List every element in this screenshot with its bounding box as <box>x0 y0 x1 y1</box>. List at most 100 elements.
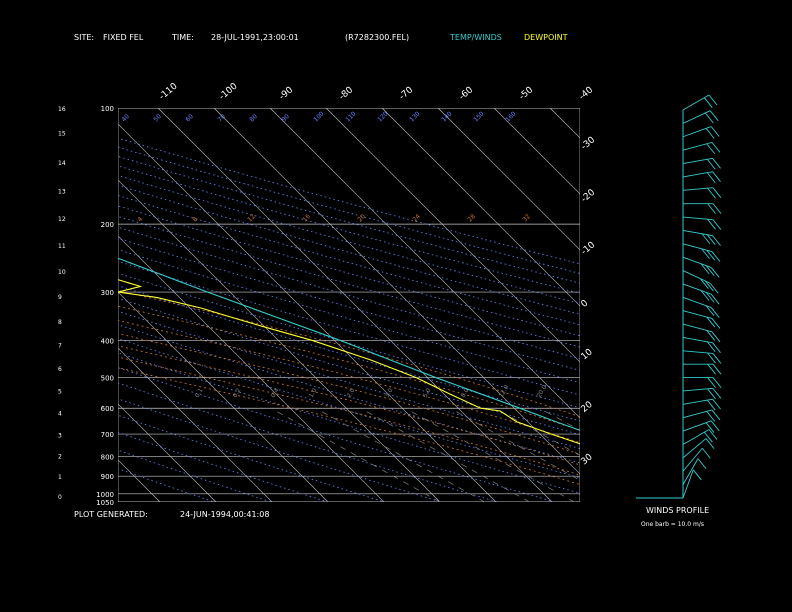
temperature-top-label: -110 <box>158 81 180 102</box>
isotherm <box>269 108 580 419</box>
wind-barb-flag <box>706 172 716 183</box>
wind-barb-flag <box>711 331 721 343</box>
isotherm <box>118 123 497 502</box>
pressure-label: 1000 <box>96 491 114 499</box>
wind-barb-flag <box>710 307 720 318</box>
temperature-top-label: -90 <box>278 85 296 102</box>
dry-adiabat <box>118 205 580 337</box>
dry-adiabat <box>118 310 580 449</box>
wind-barb-flag <box>712 377 722 388</box>
winds-profile-note: One barb = 10.0 m/s <box>641 521 704 528</box>
temperature-top-label: -50 <box>518 85 536 102</box>
wind-barb-flag <box>712 398 721 410</box>
dry-adiabat-label: 80 <box>248 113 258 123</box>
wind-barb-flag <box>711 409 721 421</box>
dry-adiabat-label: 160 <box>504 110 517 123</box>
moist-adiabat <box>118 333 580 455</box>
wind-barb-flag <box>712 171 721 182</box>
moist-adiabat-label: 12 <box>246 213 256 223</box>
height-label: 1 <box>58 474 62 481</box>
temperature-right-label: 0 <box>580 298 591 310</box>
wind-barb-flag <box>712 235 721 246</box>
dry-adiabat <box>118 165 580 294</box>
isotherm <box>493 108 580 195</box>
temperature-top-label: -70 <box>398 85 416 102</box>
wind-barb-flag <box>707 377 716 388</box>
wind-barb-flag <box>706 399 716 411</box>
temperature-right-label: 10 <box>580 347 595 362</box>
dry-adiabat-label: 70 <box>216 113 226 123</box>
mixing-ratio-label: 8.0 <box>460 387 471 399</box>
wind-barb-flag <box>712 219 722 230</box>
wind-barb-flag <box>706 316 716 328</box>
dry-adiabat <box>118 215 580 348</box>
mixing-ratio-label: 0.4 <box>270 387 281 399</box>
wind-barb-flag <box>705 265 715 276</box>
wind-barb <box>682 447 703 472</box>
wind-barb-flag <box>711 318 721 329</box>
wind-barb-flag <box>709 282 719 294</box>
mixing-ratio-label: 0.1 <box>194 387 205 399</box>
wind-barb-flag <box>712 363 722 375</box>
pressure-label: 500 <box>101 375 114 383</box>
wind-barb <box>682 420 712 432</box>
height-label: 0 <box>58 494 62 501</box>
mixing-ratio-label: 1.0 <box>308 387 319 399</box>
temperature-top-label: -40 <box>578 85 596 102</box>
wind-barb-flag <box>712 187 722 198</box>
dry-adiabat-label: 150 <box>472 110 485 123</box>
wind-barb-flag <box>707 352 716 364</box>
dry-adiabat <box>118 382 499 502</box>
temperature-right-label: -20 <box>580 188 598 205</box>
wind-barb <box>682 243 713 252</box>
wind-barb-flag <box>701 447 711 459</box>
wind-barb <box>682 438 707 459</box>
wind-barb <box>682 337 713 344</box>
wind-barb <box>682 458 699 485</box>
mixing-ratio-line <box>315 407 485 502</box>
mixing-ratio-line <box>494 407 580 456</box>
mixing-ratio-label: 5.0 <box>422 387 433 399</box>
temperature-right-label: -10 <box>580 240 598 257</box>
moist-adiabat-label: 16 <box>301 213 311 223</box>
wind-barb-flag <box>692 469 702 481</box>
wind-barb-flag <box>712 342 721 353</box>
isotherm <box>118 291 329 502</box>
temperature-right-label: 20 <box>580 400 595 415</box>
isotherm <box>118 459 161 502</box>
winds-profile-panel <box>636 94 722 499</box>
wind-barb <box>682 256 712 268</box>
dry-adiabat <box>118 260 580 396</box>
wind-barb <box>682 283 712 295</box>
wind-barb-flag <box>704 112 714 124</box>
wind-barb <box>682 409 713 419</box>
moist-adiabat-label: 4 <box>136 216 144 224</box>
wind-barb-flag <box>706 234 716 245</box>
height-label: 12 <box>58 216 66 223</box>
wind-barb-flag <box>706 158 716 170</box>
wind-barb-flag <box>710 420 720 432</box>
moist-adiabat <box>118 320 580 444</box>
height-label: 16 <box>58 106 66 113</box>
dry-adiabat-label: 90 <box>280 113 290 123</box>
wind-barb-flag <box>706 330 716 341</box>
legend-dewpoint: DEWPOINT <box>524 33 568 42</box>
time-value: 28-JUL-1991,23:00:01 <box>211 33 299 42</box>
wind-barb <box>682 350 713 354</box>
wind-barb-flag <box>701 233 711 245</box>
height-label: 11 <box>58 243 66 250</box>
dry-adiabat-label: 130 <box>408 110 421 123</box>
height-label: 3 <box>58 432 62 439</box>
wind-barb-flag <box>700 263 710 275</box>
temperature-top-label: -100 <box>218 81 240 102</box>
wind-barb-flag <box>707 388 716 400</box>
moist-adiabat <box>118 356 580 476</box>
pressure-label: 200 <box>101 221 114 229</box>
wind-barb-flag <box>707 187 716 199</box>
wind-barb-flag <box>707 363 716 375</box>
moist-adiabat-label: 8 <box>191 216 199 224</box>
height-label: 8 <box>58 319 62 326</box>
height-label: 6 <box>58 366 62 373</box>
mixing-ratio-label: 20.0 <box>536 384 549 399</box>
site-label: SITE: <box>74 33 95 42</box>
